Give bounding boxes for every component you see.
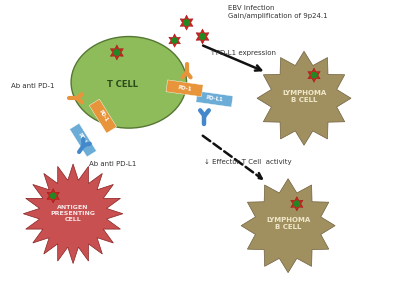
Text: PD-1: PD-1 [177, 85, 192, 92]
Polygon shape [241, 179, 335, 273]
Circle shape [184, 20, 189, 25]
Polygon shape [70, 123, 96, 157]
Polygon shape [110, 45, 124, 60]
Polygon shape [196, 29, 209, 44]
Polygon shape [180, 15, 193, 30]
Polygon shape [47, 188, 59, 203]
Text: PD-1: PD-1 [97, 109, 109, 123]
Text: ↑PD-L1 expression: ↑PD-L1 expression [211, 49, 276, 55]
Circle shape [200, 34, 205, 39]
Text: EBV Infection
Gain/amplification of 9p24.1: EBV Infection Gain/amplification of 9p24… [229, 5, 328, 19]
Text: PD-L1: PD-L1 [205, 95, 223, 103]
Polygon shape [257, 51, 351, 145]
Polygon shape [166, 80, 203, 97]
Polygon shape [23, 164, 123, 263]
Text: T CELL: T CELL [107, 80, 138, 89]
Text: PD-L1: PD-L1 [77, 132, 89, 148]
Circle shape [311, 73, 317, 78]
Text: LYMPHOMA
B CELL: LYMPHOMA B CELL [282, 90, 326, 103]
Polygon shape [291, 196, 303, 211]
Text: Ab anti PD-L1: Ab anti PD-L1 [89, 161, 136, 167]
Text: LYMPHOMA
B CELL: LYMPHOMA B CELL [266, 217, 310, 230]
Polygon shape [169, 34, 180, 47]
Polygon shape [89, 99, 117, 133]
Circle shape [114, 50, 120, 55]
Text: ↓ Effector T Cell  activity: ↓ Effector T Cell activity [205, 159, 292, 165]
Polygon shape [308, 68, 320, 82]
Ellipse shape [71, 36, 186, 128]
Circle shape [294, 201, 300, 207]
Circle shape [51, 193, 56, 199]
Text: ANTIGEN
PRESENTING
CELL: ANTIGEN PRESENTING CELL [51, 205, 95, 222]
Polygon shape [196, 91, 233, 107]
Text: Ab anti PD-1: Ab anti PD-1 [11, 83, 55, 89]
Circle shape [172, 38, 177, 43]
